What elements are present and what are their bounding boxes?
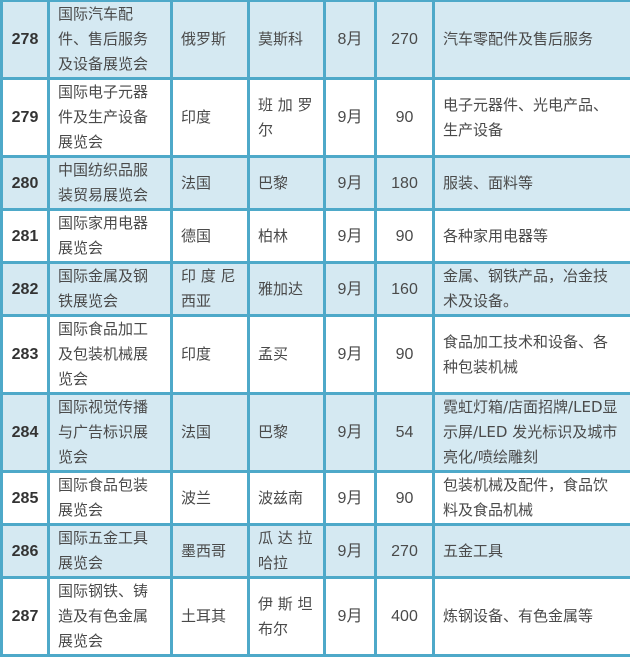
products-cell: 炼钢设备、有色金属等 bbox=[434, 578, 630, 656]
exhibition-number-cell: 282 bbox=[2, 263, 49, 316]
exhibition-number-cell: 278 bbox=[2, 1, 49, 79]
exhibition-number-cell: 285 bbox=[2, 472, 49, 525]
month-cell: 9月 bbox=[325, 578, 376, 656]
country-cell: 土耳其 bbox=[172, 578, 249, 656]
country-cell: 印 度 尼 西亚 bbox=[172, 263, 249, 316]
city-cell: 瓜 达 拉 哈拉 bbox=[249, 525, 325, 578]
city-cell: 巴黎 bbox=[249, 157, 325, 210]
booth-count-cell: 270 bbox=[376, 525, 434, 578]
city-cell: 莫斯科 bbox=[249, 1, 325, 79]
booth-count-cell: 400 bbox=[376, 578, 434, 656]
country-cell: 俄罗斯 bbox=[172, 1, 249, 79]
products-cell: 电子元器件、光电产品、生产设备 bbox=[434, 79, 630, 157]
exhibition-number-cell: 286 bbox=[2, 525, 49, 578]
city-cell: 班 加 罗 尔 bbox=[249, 79, 325, 157]
exhibition-number-cell: 284 bbox=[2, 394, 49, 472]
products-cell: 霓虹灯箱/店面招牌/LED显示屏/LED 发光标识及城市亮化/喷绘雕刻 bbox=[434, 394, 630, 472]
booth-count-cell: 90 bbox=[376, 79, 434, 157]
exhibition-number-cell: 279 bbox=[2, 79, 49, 157]
month-cell: 9月 bbox=[325, 210, 376, 263]
booth-count-cell: 90 bbox=[376, 316, 434, 394]
month-cell: 9月 bbox=[325, 79, 376, 157]
city-cell: 雅加达 bbox=[249, 263, 325, 316]
city-cell: 波兹南 bbox=[249, 472, 325, 525]
exhibition-name-cell: 国际电子元器件及生产设备展览会 bbox=[49, 79, 172, 157]
country-cell: 墨西哥 bbox=[172, 525, 249, 578]
exhibition-number-cell: 280 bbox=[2, 157, 49, 210]
month-cell: 9月 bbox=[325, 394, 376, 472]
exhibition-name-cell: 中国纺织品服装贸易展览会 bbox=[49, 157, 172, 210]
city-cell: 巴黎 bbox=[249, 394, 325, 472]
exhibition-number-cell: 281 bbox=[2, 210, 49, 263]
city-cell: 孟买 bbox=[249, 316, 325, 394]
exhibition-number-cell: 287 bbox=[2, 578, 49, 656]
month-cell: 9月 bbox=[325, 525, 376, 578]
booth-count-cell: 90 bbox=[376, 472, 434, 525]
products-cell: 各种家用电器等 bbox=[434, 210, 630, 263]
country-cell: 印度 bbox=[172, 316, 249, 394]
country-cell: 法国 bbox=[172, 157, 249, 210]
country-cell: 波兰 bbox=[172, 472, 249, 525]
exhibition-name-cell: 国际视觉传播与广告标识展览会 bbox=[49, 394, 172, 472]
products-cell: 食品加工技术和设备、各种包装机械 bbox=[434, 316, 630, 394]
exhibition-name-cell: 国际食品包装展览会 bbox=[49, 472, 172, 525]
products-cell: 金属、钢铁产品，冶金技术及设备。 bbox=[434, 263, 630, 316]
booth-count-cell: 180 bbox=[376, 157, 434, 210]
country-cell: 法国 bbox=[172, 394, 249, 472]
booth-count-cell: 54 bbox=[376, 394, 434, 472]
city-cell: 柏林 bbox=[249, 210, 325, 263]
products-cell: 汽车零配件及售后服务 bbox=[434, 1, 630, 79]
products-cell: 服装、面料等 bbox=[434, 157, 630, 210]
month-cell: 9月 bbox=[325, 263, 376, 316]
exhibition-name-cell: 国际家用电器展览会 bbox=[49, 210, 172, 263]
exhibition-number-cell: 283 bbox=[2, 316, 49, 394]
country-cell: 印度 bbox=[172, 79, 249, 157]
city-cell: 伊 斯 坦 布尔 bbox=[249, 578, 325, 656]
country-cell: 德国 bbox=[172, 210, 249, 263]
exhibition-name-cell: 国际金属及钢铁展览会 bbox=[49, 263, 172, 316]
month-cell: 9月 bbox=[325, 157, 376, 210]
month-cell: 9月 bbox=[325, 316, 376, 394]
exhibition-name-cell: 国际汽车配件、售后服务及设备展览会 bbox=[49, 1, 172, 79]
exhibition-name-cell: 国际食品加工及包装机械展览会 bbox=[49, 316, 172, 394]
month-cell: 8月 bbox=[325, 1, 376, 79]
exhibition-name-cell: 国际钢铁、铸造及有色金属展览会 bbox=[49, 578, 172, 656]
booth-count-cell: 270 bbox=[376, 1, 434, 79]
products-cell: 包装机械及配件，食品饮料及食品机械 bbox=[434, 472, 630, 525]
booth-count-cell: 160 bbox=[376, 263, 434, 316]
month-cell: 9月 bbox=[325, 472, 376, 525]
booth-count-cell: 90 bbox=[376, 210, 434, 263]
products-cell: 五金工具 bbox=[434, 525, 630, 578]
exhibition-name-cell: 国际五金工具展览会 bbox=[49, 525, 172, 578]
